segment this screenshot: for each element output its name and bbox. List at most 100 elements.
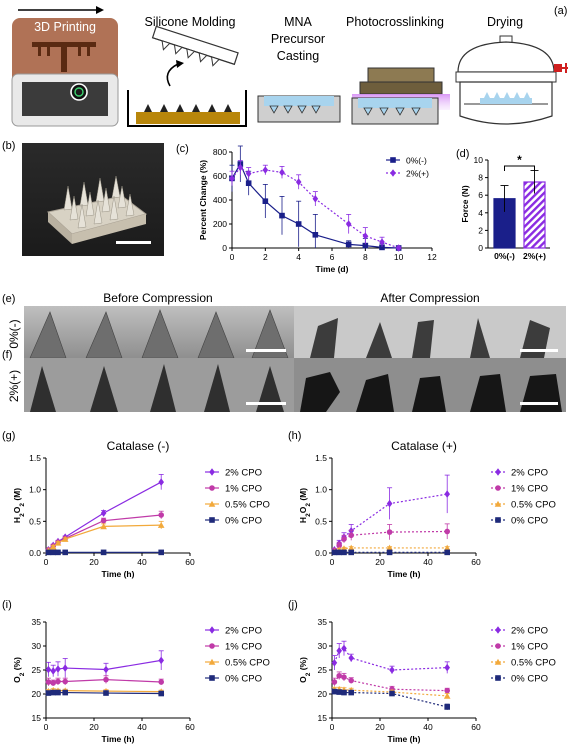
- data-point: [157, 521, 165, 528]
- chart-h: (h) Catalase (+) 0 20 40 60 0.0 0.5 1.0 1.5 Time …: [288, 430, 556, 579]
- legend-label: 2% CPO: [511, 626, 548, 637]
- x-tick-label: 4: [296, 252, 301, 262]
- significance-bracket: [504, 165, 535, 171]
- data-point: [348, 549, 354, 556]
- legend-label: 1% CPO: [225, 484, 262, 495]
- data-point: [262, 166, 269, 174]
- casting-icon: [257, 95, 341, 123]
- data-point: [103, 676, 109, 683]
- series-line-2-CPO: [333, 647, 448, 671]
- chart-g: (g) Catalase (-) 0 20 40 60 0.0 0.5 1.0 1.5 Time …: [2, 430, 270, 579]
- data-point: [331, 679, 338, 685]
- panel-label-b: (b): [2, 140, 15, 152]
- y-tick-label: 30: [318, 641, 328, 651]
- panel-label-f: (f): [2, 349, 12, 361]
- legend-label: 1% CPO: [225, 642, 262, 653]
- legend-label: 0.5% CPO: [225, 658, 270, 669]
- data-point: [100, 523, 107, 530]
- y-tick-label: 0.5: [315, 516, 327, 526]
- data-point: [55, 689, 61, 696]
- legend-marker: [495, 643, 501, 649]
- step-label-2-line2: Precursor: [271, 32, 325, 46]
- legend-label: 0.5% CPO: [511, 658, 556, 669]
- y-axis-label: Force (N): [460, 185, 470, 222]
- legend-label: 0%(-): [406, 156, 427, 166]
- data-point: [348, 654, 354, 662]
- data-point: [158, 549, 164, 556]
- y-tick-label: 8: [478, 173, 483, 183]
- data-point: [45, 690, 52, 696]
- legend-marker: [495, 485, 501, 491]
- data-point: [62, 678, 68, 685]
- data-point: [362, 232, 369, 240]
- data-point: [341, 689, 347, 696]
- data-point: [295, 178, 302, 186]
- series-line-2-CPO: [333, 493, 448, 551]
- scale-bar: [116, 241, 151, 244]
- data-point: [45, 549, 52, 556]
- chart-d: (d) 0 2 4 6 8 10 Force (N) 0%(-) 2%(+) *: [456, 148, 550, 261]
- legend-marker: [209, 468, 215, 476]
- data-point: [245, 169, 252, 178]
- data-point: [103, 690, 109, 696]
- legend-label: 0% CPO: [225, 674, 262, 685]
- x-tick-label: 6: [330, 252, 335, 262]
- printer-icon: 3D Printing: [11, 18, 119, 127]
- y-tick-label: 0: [478, 243, 483, 253]
- legend-marker: [209, 485, 215, 491]
- y-axis-label: O2 (%): [12, 657, 26, 683]
- x-tick-label: 10: [394, 252, 404, 262]
- data-point: [158, 690, 164, 697]
- category-label: 0%(-): [494, 251, 515, 261]
- step-label-2-line1: MNA: [284, 15, 312, 29]
- data-point: [386, 549, 393, 556]
- data-point: [62, 664, 68, 672]
- panel-label-j: (j): [288, 599, 298, 611]
- y-tick-label: 30: [32, 641, 42, 651]
- data-point: [341, 674, 347, 680]
- data-point: [55, 665, 61, 673]
- data-point: [158, 478, 164, 486]
- panel-label-i: (i): [2, 599, 12, 611]
- legend-marker: [209, 675, 215, 681]
- data-point: [55, 549, 61, 556]
- legend-marker: [494, 500, 502, 507]
- data-point: [336, 689, 342, 695]
- data-point: [341, 549, 347, 556]
- legend-marker: [209, 517, 215, 523]
- y-tick-label: 400: [213, 195, 227, 205]
- x-tick-label: 60: [185, 557, 195, 567]
- data-point: [49, 543, 57, 550]
- y-tick-label: 25: [318, 665, 328, 675]
- legend-marker: [495, 675, 501, 681]
- chart-title: Catalase (-): [107, 439, 170, 453]
- x-tick-label: 0: [230, 252, 235, 262]
- desiccator-icon: [455, 35, 568, 125]
- y-axis-label: H2O2 (M): [298, 488, 312, 523]
- data-point: [50, 680, 56, 686]
- y-tick-label: 2: [478, 225, 483, 235]
- data-point: [100, 549, 107, 556]
- panel-label-c: (c): [176, 143, 189, 155]
- row2-label: 2%(+): [7, 370, 21, 402]
- category-label: 2%(+): [523, 251, 546, 261]
- data-point: [443, 692, 451, 699]
- y-tick-label: 4: [478, 208, 483, 218]
- data-point: [62, 689, 68, 696]
- y-tick-label: 1.0: [315, 485, 327, 495]
- x-tick-label: 0: [330, 722, 335, 732]
- data-point: [386, 499, 393, 508]
- data-point: [45, 665, 52, 674]
- data-point: [103, 665, 109, 674]
- chart-i: (i) 0 20 40 60 15 20 25 30 35 Time (h) O2 (%) 2% CP…: [2, 599, 270, 744]
- x-tick-label: 60: [185, 722, 195, 732]
- data-point: [444, 549, 450, 556]
- uv-lamp-icon: [351, 67, 450, 125]
- x-axis-label: Time (h): [388, 734, 421, 744]
- y-tick-label: 0.0: [29, 548, 41, 558]
- legend-marker: [494, 658, 502, 665]
- data-point: [348, 677, 355, 684]
- x-tick-label: 20: [375, 557, 385, 567]
- step-label-2-line3: Casting: [277, 49, 319, 63]
- compression-photos: (e) (f) Before Compression After Compres…: [2, 291, 566, 412]
